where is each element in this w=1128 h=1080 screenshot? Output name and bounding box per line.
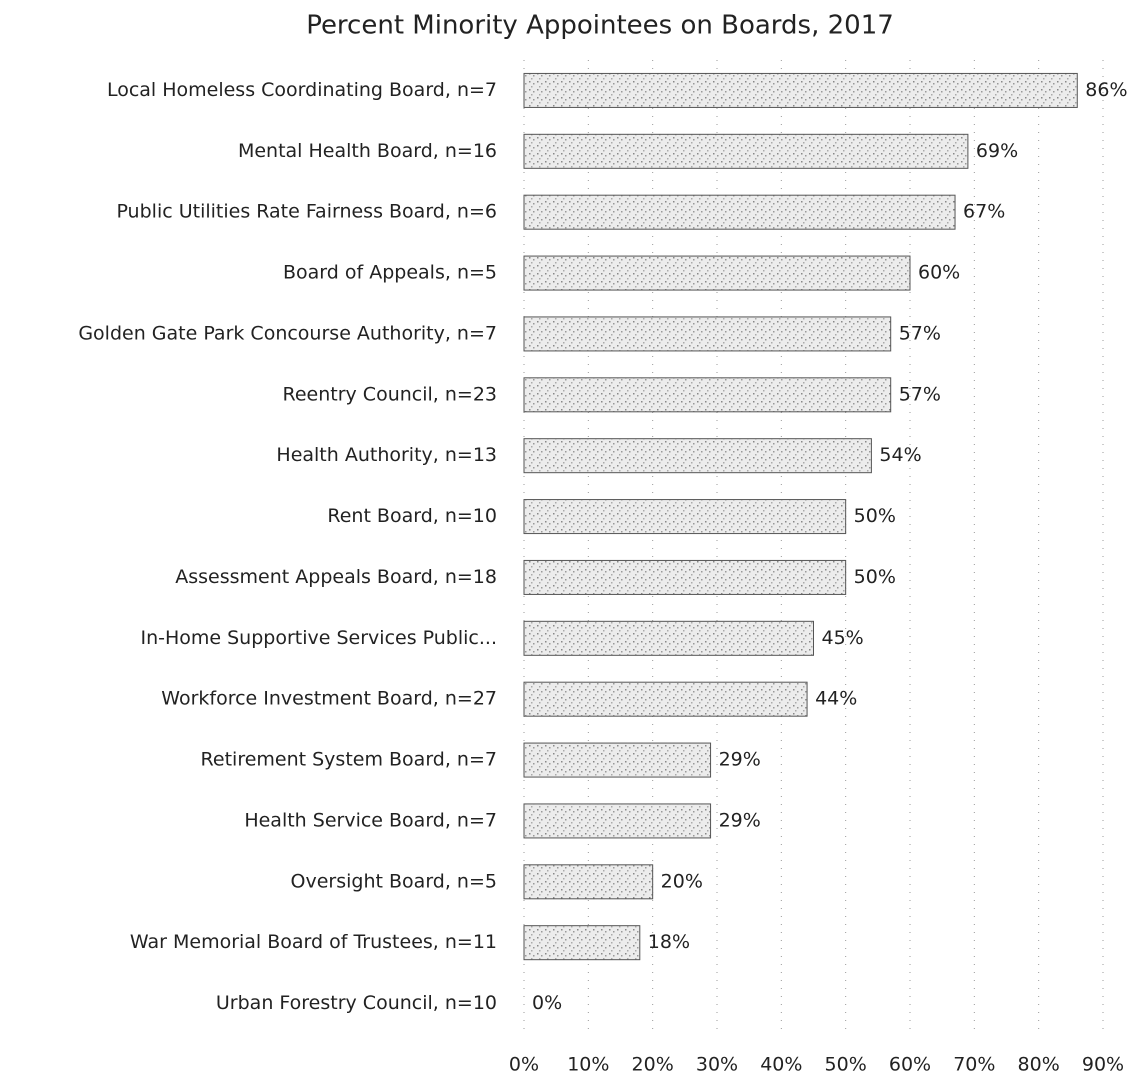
bar	[523, 559, 847, 595]
bar	[523, 742, 712, 778]
x-tick-label: 10%	[567, 1054, 609, 1076]
value-label: 60%	[918, 262, 960, 284]
value-label: 20%	[661, 870, 703, 892]
value-label: 18%	[648, 931, 690, 953]
value-label: 54%	[879, 444, 921, 466]
x-tick-label: 60%	[889, 1054, 931, 1076]
x-tick-label: 30%	[696, 1054, 738, 1076]
value-label: 69%	[976, 140, 1018, 162]
y-tick-label: Assessment Appeals Board, n=18	[175, 566, 497, 588]
x-tick-label: 0%	[509, 1054, 539, 1076]
y-tick-label: Urban Forestry Council, n=10	[216, 992, 497, 1014]
bar	[523, 255, 911, 291]
y-tick-label: Retirement System Board, n=7	[201, 749, 497, 771]
bar	[523, 499, 847, 535]
value-label: 29%	[719, 809, 761, 831]
value-label: 67%	[963, 201, 1005, 223]
y-tick-label: Local Homeless Coordinating Board, n=7	[107, 79, 497, 101]
value-label: 57%	[899, 322, 941, 344]
chart-title: Percent Minority Appointees on Boards, 2…	[306, 11, 894, 41]
x-tick-label: 80%	[1018, 1054, 1060, 1076]
value-label: 57%	[899, 383, 941, 405]
y-tick-label: Mental Health Board, n=16	[238, 140, 497, 162]
x-tick-label: 40%	[760, 1054, 802, 1076]
bar	[523, 438, 872, 474]
bar	[523, 72, 1078, 108]
bar	[523, 620, 814, 656]
bar	[523, 681, 808, 717]
bar	[523, 803, 712, 839]
x-tick-label: 20%	[632, 1054, 674, 1076]
y-tick-label: Reentry Council, n=23	[282, 383, 497, 405]
y-tick-label: Health Authority, n=13	[276, 444, 497, 466]
bar	[523, 194, 956, 230]
bar	[523, 377, 892, 413]
y-tick-label: Golden Gate Park Concourse Authority, n=…	[78, 322, 497, 344]
value-label: 44%	[815, 688, 857, 710]
y-tick-label: Workforce Investment Board, n=27	[161, 688, 497, 710]
bar	[523, 925, 641, 961]
value-label: 0%	[532, 992, 562, 1014]
x-tick-label: 70%	[953, 1054, 995, 1076]
value-label: 45%	[822, 627, 864, 649]
y-tick-label: Public Utilities Rate Fairness Board, n=…	[116, 201, 497, 223]
value-label: 50%	[854, 566, 896, 588]
y-tick-label: War Memorial Board of Trustees, n=11	[130, 931, 497, 953]
value-label: 50%	[854, 505, 896, 527]
value-label: 29%	[719, 749, 761, 771]
x-tick-label: 50%	[825, 1054, 867, 1076]
y-tick-label: Rent Board, n=10	[327, 505, 497, 527]
y-tick-label: Health Service Board, n=7	[244, 809, 497, 831]
y-tick-label: Board of Appeals, n=5	[283, 262, 497, 284]
y-tick-label: In-Home Supportive Services Public...	[140, 627, 497, 649]
bar	[523, 316, 892, 352]
y-tick-label: Oversight Board, n=5	[291, 870, 497, 892]
value-label: 86%	[1085, 79, 1127, 101]
bar	[523, 133, 969, 169]
x-tick-label: 90%	[1082, 1054, 1124, 1076]
bar	[523, 864, 654, 900]
